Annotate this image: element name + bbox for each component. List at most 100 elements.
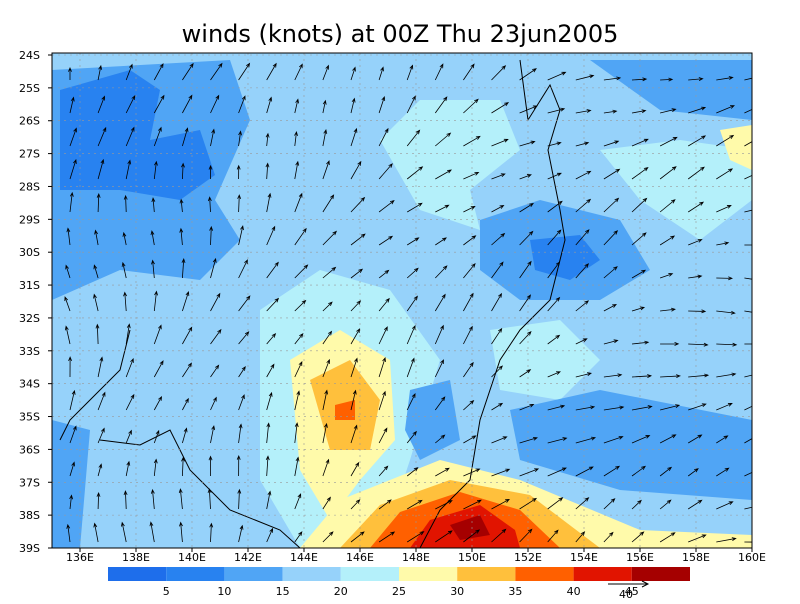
wind-arrow bbox=[744, 436, 752, 444]
wind-arrow bbox=[93, 522, 99, 543]
wind-arrow bbox=[575, 74, 595, 81]
wind-arrow bbox=[575, 497, 590, 510]
wind-arrow bbox=[94, 229, 99, 246]
colorbar-box bbox=[166, 567, 225, 581]
wind-arrow bbox=[603, 230, 619, 246]
wind-arrow bbox=[153, 324, 162, 345]
wind-arrow bbox=[659, 136, 678, 147]
field-yellow bbox=[720, 125, 752, 170]
wind-arrow bbox=[631, 269, 647, 279]
wind-arrow bbox=[716, 241, 730, 246]
wind-arrow bbox=[406, 393, 416, 411]
wind-arrow bbox=[68, 66, 72, 80]
wind-arrow bbox=[603, 531, 614, 543]
wind-arrow bbox=[434, 359, 444, 378]
wind-arrow bbox=[69, 461, 75, 477]
wind-arrow bbox=[266, 192, 272, 213]
colorbar-box bbox=[631, 567, 690, 581]
wind-arrow bbox=[687, 499, 703, 510]
wind-arrow bbox=[659, 499, 672, 510]
wind-arrow bbox=[547, 529, 559, 543]
lat-label: 33S bbox=[19, 345, 40, 358]
wind-arrow bbox=[378, 163, 393, 180]
wind-arrow bbox=[238, 259, 248, 279]
wind-arrow bbox=[125, 63, 133, 81]
wind-arrow bbox=[687, 135, 707, 147]
colorbar-box bbox=[399, 567, 458, 581]
lon-label: 142E bbox=[234, 551, 262, 564]
wind-arrow bbox=[238, 423, 243, 444]
wind-arrow bbox=[603, 339, 619, 345]
wind-arrow bbox=[491, 436, 508, 444]
wind-arrow bbox=[575, 338, 588, 345]
wind-arrow bbox=[68, 356, 73, 378]
wind-arrow bbox=[406, 531, 425, 543]
colorbar-box bbox=[108, 567, 167, 581]
wind-arrow bbox=[659, 166, 677, 180]
lon-label: 148E bbox=[402, 551, 430, 564]
wind-arrow bbox=[463, 263, 476, 279]
wind-arrow bbox=[153, 395, 163, 411]
colorbar-label: 40 bbox=[567, 585, 581, 598]
wind-arrow bbox=[631, 499, 642, 510]
wind-arrow bbox=[406, 64, 414, 81]
wind-arrow bbox=[659, 466, 673, 477]
reference-arrow bbox=[608, 580, 650, 588]
wind-arrow bbox=[519, 68, 537, 81]
wind-arrow bbox=[66, 523, 71, 543]
wind-arrow bbox=[547, 229, 562, 246]
wind-arrow bbox=[266, 261, 279, 279]
wind-arrow bbox=[69, 127, 77, 147]
wind-arrow bbox=[350, 328, 361, 345]
lat-label: 25S bbox=[19, 82, 40, 95]
wind-arrow bbox=[378, 499, 392, 510]
wind-arrow bbox=[238, 225, 244, 246]
contours bbox=[52, 53, 752, 548]
wind-arrow bbox=[435, 530, 453, 543]
wind-arrow bbox=[519, 330, 532, 345]
wind-arrow bbox=[716, 105, 735, 114]
wind-arrow bbox=[294, 422, 299, 444]
wind-arrow bbox=[153, 94, 165, 114]
lon-label: 136E bbox=[66, 551, 94, 564]
wind-arrow bbox=[688, 373, 710, 378]
wind-arrow bbox=[265, 455, 270, 477]
wind-arrow bbox=[744, 174, 752, 180]
wind-arrow bbox=[631, 340, 650, 345]
wind-arrow bbox=[182, 127, 189, 147]
wind-arrow bbox=[603, 168, 621, 180]
wind-arrow bbox=[322, 422, 328, 444]
wind-arrow bbox=[121, 261, 127, 279]
wind-arrow bbox=[294, 299, 307, 312]
wind-arrow bbox=[406, 295, 418, 312]
reference-label: 40 bbox=[619, 588, 633, 600]
wind-arrow bbox=[125, 126, 135, 147]
colorbar-label: 45 bbox=[625, 585, 639, 598]
wind-arrow bbox=[125, 323, 131, 345]
wind-arrow bbox=[151, 197, 156, 213]
wind-arrow bbox=[434, 96, 448, 114]
wind-arrow bbox=[266, 96, 273, 114]
lat-label: 28S bbox=[19, 180, 40, 193]
wind-arrow bbox=[350, 499, 361, 510]
wind-arrow bbox=[547, 371, 561, 378]
wind-arrow bbox=[123, 194, 128, 213]
wind-arrow bbox=[519, 403, 535, 411]
wind-arrow bbox=[519, 260, 532, 279]
field-blue bbox=[590, 60, 752, 120]
wind-arrow bbox=[491, 173, 506, 180]
wind-arrow bbox=[294, 264, 309, 279]
field-darkblue bbox=[530, 235, 600, 280]
wind-arrow bbox=[125, 159, 132, 180]
wind-arrow bbox=[350, 424, 358, 444]
wind-arrow bbox=[716, 537, 737, 543]
wind-arrow bbox=[66, 227, 71, 246]
wind-arrow bbox=[182, 427, 188, 444]
wind-arrow bbox=[265, 162, 270, 180]
wind-arrow bbox=[631, 531, 645, 543]
wind-arrow bbox=[603, 304, 617, 312]
wind-arrow bbox=[238, 62, 251, 81]
wind-arrow bbox=[294, 160, 300, 180]
wind-arrow bbox=[744, 310, 752, 313]
